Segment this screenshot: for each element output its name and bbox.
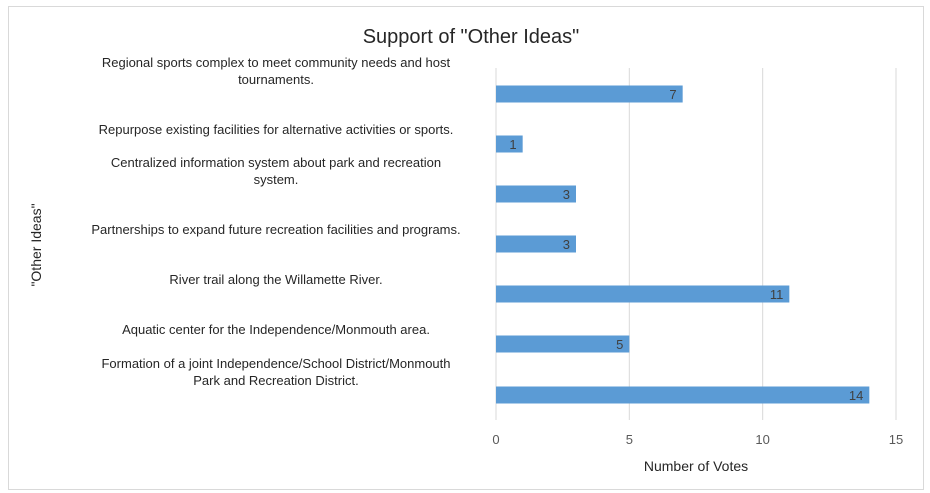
data-label-6: 5: [616, 337, 623, 352]
bar-4: [496, 235, 576, 253]
bar-5: [496, 285, 790, 303]
x-tick-5: 5: [626, 432, 633, 447]
x-axis-label: Number of Votes: [644, 458, 748, 474]
bars: [496, 85, 870, 404]
category-label-3: Centralized information system about par…: [111, 155, 441, 187]
data-label-4: 3: [563, 237, 570, 252]
category-label-2: Repurpose existing facilities for altern…: [99, 122, 454, 137]
category-labels: Regional sports complex to meet communit…: [91, 55, 460, 388]
bar-7: [496, 386, 870, 404]
bar-3: [496, 185, 576, 203]
category-label-4: Partnerships to expand future recreation…: [91, 222, 460, 237]
data-label-2: 1: [509, 137, 516, 152]
x-tick-10: 10: [755, 432, 769, 447]
bar-2: [496, 135, 523, 153]
y-axis-label: "Other Ideas": [28, 203, 44, 286]
x-tick-0: 0: [492, 432, 499, 447]
data-label-5: 11: [770, 287, 784, 302]
bar-1: [496, 85, 683, 103]
data-label-1: 7: [669, 87, 676, 102]
category-label-5: River trail along the Willamette River.: [169, 272, 382, 287]
bar-6: [496, 335, 630, 353]
chart-frame: [8, 6, 924, 490]
data-label-7: 14: [849, 388, 863, 403]
data-label-3: 3: [563, 187, 570, 202]
data-labels: 7 1 3 3 11 5 14: [509, 87, 863, 403]
x-tick-15: 15: [889, 432, 903, 447]
category-label-7: Formation of a joint Independence/School…: [101, 356, 450, 388]
category-label-6: Aquatic center for the Independence/Monm…: [122, 322, 430, 337]
chart-title: Support of "Other Ideas": [363, 26, 580, 48]
x-tick-labels: 0 5 10 15: [492, 432, 903, 447]
category-label-1: Regional sports complex to meet communit…: [102, 55, 451, 87]
